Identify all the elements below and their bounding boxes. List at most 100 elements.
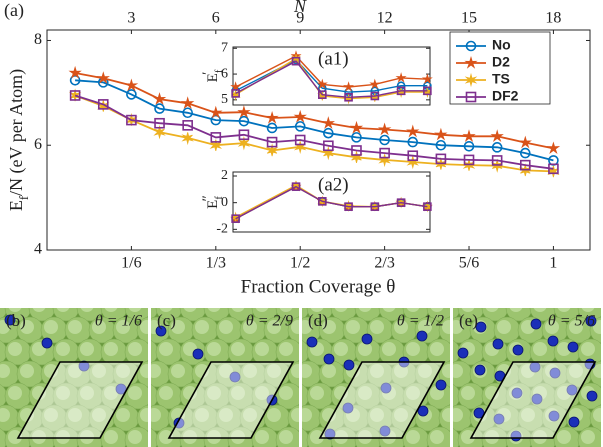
substrate-highlight — [406, 342, 420, 356]
substrate-highlight — [509, 298, 523, 312]
y-tick-label: 6 — [34, 136, 42, 153]
substrate-highlight — [8, 342, 22, 356]
panel-label: (e) — [459, 311, 478, 330]
panel-label: (b) — [6, 311, 26, 330]
x2-tick-label: 3 — [127, 10, 135, 27]
substrate-highlight — [20, 364, 34, 378]
x-tick-label: 1/6 — [121, 255, 141, 272]
y-label-part: /N (eV per Atom) — [6, 69, 27, 196]
substrate-highlight — [255, 430, 269, 444]
substrate-highlight — [8, 298, 22, 312]
substrate-highlight — [461, 386, 475, 400]
substrate-highlight — [56, 298, 70, 312]
substrate-highlight — [267, 408, 281, 422]
substrate-highlight — [557, 430, 571, 444]
substrate-highlight — [279, 342, 293, 356]
substrate-highlight — [430, 430, 444, 444]
substrate-highlight — [56, 342, 70, 356]
substrate-highlight — [255, 342, 269, 356]
substrate-highlight — [147, 408, 161, 422]
substrate-highlight — [68, 320, 82, 334]
substrate-highlight — [183, 298, 197, 312]
legend-label: DF2 — [492, 88, 519, 104]
y-tick-label: 8 — [34, 31, 42, 48]
panel-label: (d) — [308, 311, 328, 330]
adatom — [458, 348, 468, 358]
substrate-highlight — [195, 320, 209, 334]
x-tick-label: 2/3 — [374, 255, 394, 272]
substrate-highlight — [147, 364, 161, 378]
substrate-highlight — [128, 342, 142, 356]
panel-label: (c) — [157, 311, 176, 330]
substrate-highlight — [581, 430, 595, 444]
x-tick-label: 1 — [549, 255, 557, 272]
adatom — [587, 391, 597, 401]
substrate-highlight — [298, 364, 312, 378]
substrate-highlight — [8, 386, 22, 400]
adatom — [436, 380, 446, 390]
substrate-highlight — [581, 298, 595, 312]
structure-panel: (e) θ = 5/6 — [434, 295, 603, 447]
x-tick-label: 1/2 — [290, 255, 310, 272]
adatom — [193, 349, 203, 359]
substrate-highlight — [159, 386, 173, 400]
substrate-highlight — [104, 342, 118, 356]
substrate-highlight — [533, 342, 547, 356]
x2-tick-label: 15 — [461, 10, 477, 27]
substrate-highlight — [382, 298, 396, 312]
substrate-highlight — [159, 342, 173, 356]
substrate-highlight — [497, 320, 511, 334]
panel-caption: θ = 1/2 — [397, 313, 444, 330]
legend-label: D2 — [492, 54, 510, 70]
substrate-highlight — [231, 342, 245, 356]
x-tick-label: 1/3 — [206, 255, 226, 272]
substrate-highlight — [219, 320, 233, 334]
figure: 4681/61/31/22/35/61369121518Ef/N (eV per… — [0, 0, 603, 447]
substrate-highlight — [279, 298, 293, 312]
panel-caption: θ = 5/6 — [548, 313, 595, 330]
substrate-highlight — [358, 298, 372, 312]
substrate-highlight — [279, 386, 293, 400]
legend-label: No — [492, 37, 511, 53]
y-axis-label: Ef/N (eV per Atom) — [6, 69, 31, 211]
substrate-highlight — [461, 298, 475, 312]
x-tick-label: 5/6 — [459, 255, 479, 272]
substrate-highlight — [430, 298, 444, 312]
substrate-highlight — [485, 298, 499, 312]
y-tick-label: 7 — [221, 41, 228, 56]
y-tick-label: 2 — [221, 168, 228, 183]
y-label-part: ′ — [200, 72, 216, 75]
substrate-highlight — [370, 320, 384, 334]
x2-tick-label: 18 — [545, 10, 561, 27]
adatom — [493, 339, 503, 349]
panel-caption: θ = 1/6 — [95, 313, 142, 330]
substrate-highlight — [581, 342, 595, 356]
adatom — [531, 319, 541, 329]
legend-label: TS — [492, 71, 510, 87]
panel-caption: θ = 2/9 — [246, 313, 293, 330]
x-axis-label: Fraction Coverage θ — [241, 276, 396, 297]
inset-annotation: (a2) — [318, 174, 349, 195]
substrate-highlight — [231, 298, 245, 312]
substrate-highlight — [322, 364, 336, 378]
substrate-highlight — [171, 364, 185, 378]
y-tick-label: 5 — [221, 92, 228, 107]
substrate-highlight — [449, 364, 463, 378]
substrate-highlight — [334, 342, 348, 356]
substrate-highlight — [128, 430, 142, 444]
adatom — [568, 342, 578, 352]
substrate-highlight — [406, 298, 420, 312]
substrate-highlight — [298, 408, 312, 422]
adatom — [324, 354, 334, 364]
substrate-highlight — [128, 298, 142, 312]
substrate-highlight — [207, 298, 221, 312]
substrate-highlight — [430, 342, 444, 356]
adatom — [569, 417, 579, 427]
adatom — [513, 345, 523, 355]
substrate-highlight — [207, 342, 221, 356]
x2-tick-label: 12 — [377, 10, 393, 27]
substrate-highlight — [358, 342, 372, 356]
substrate-highlight — [44, 320, 58, 334]
substrate-highlight — [255, 298, 269, 312]
substrate-highlight — [104, 430, 118, 444]
